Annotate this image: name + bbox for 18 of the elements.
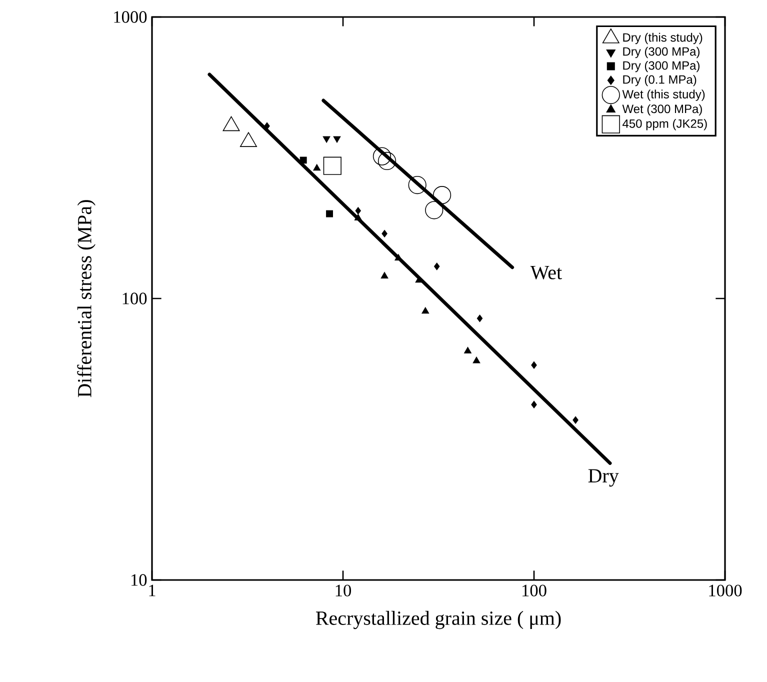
x-axis-title: Recrystallized grain size ( μm) bbox=[316, 610, 561, 630]
x-tick-label: 1000 bbox=[709, 584, 742, 596]
y-tick-label: 1000 bbox=[114, 11, 147, 23]
legend-label: Dry (300 MPa) bbox=[623, 46, 700, 58]
legend-label: Dry (0.1 MPa) bbox=[623, 74, 696, 86]
legend-label: Dry (300 MPa) bbox=[623, 60, 700, 72]
annotation: Dry bbox=[588, 469, 619, 487]
annotation: Wet bbox=[530, 266, 562, 280]
legend-label: 450 ppm (JK25) bbox=[622, 119, 707, 130]
legend-label: Dry (this study) bbox=[623, 32, 702, 44]
legend-label: Wet (this study) bbox=[622, 90, 705, 101]
legend-label: Wet (300 MPa) bbox=[622, 104, 702, 116]
x-tick-label: 1 bbox=[149, 584, 156, 596]
y-tick-label: 10 bbox=[131, 574, 147, 586]
x-tick-label: 10 bbox=[336, 584, 352, 596]
y-tick-label: 100 bbox=[122, 292, 147, 304]
y-axis-title: Differential stress (MPa) bbox=[77, 200, 96, 398]
x-tick-label: 100 bbox=[522, 584, 546, 596]
